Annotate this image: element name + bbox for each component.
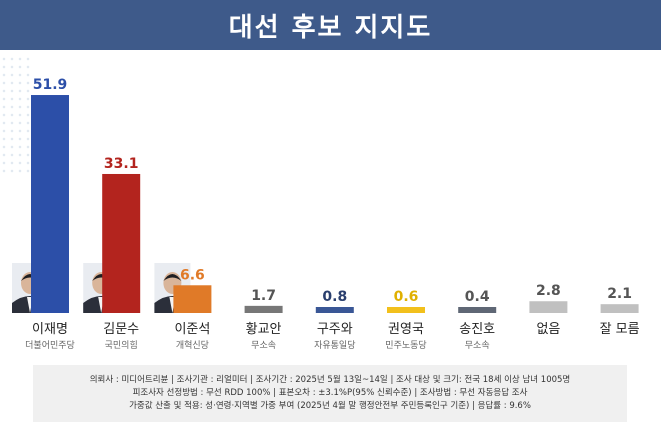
category-label: 없음 <box>536 322 560 337</box>
category-label: 이재명 <box>32 322 68 337</box>
header-bar: 대선 후보 지지도 <box>0 0 661 50</box>
bar-권영국 <box>387 307 425 313</box>
chart-title: 대선 후보 지지도 <box>228 12 433 43</box>
party-label: 무소속 <box>465 340 490 351</box>
background-dot-pattern <box>0 55 30 175</box>
value-label: 51.9 <box>33 77 68 93</box>
category-label: 황교안 <box>246 322 282 337</box>
bar-구주와 <box>315 307 354 313</box>
value-label: 0.4 <box>465 289 490 305</box>
value-label: 2.8 <box>536 283 561 299</box>
bar-이재명 <box>31 95 69 313</box>
value-label: 2.1 <box>607 286 632 302</box>
bar-잘 모름 <box>600 304 639 313</box>
value-label: 0.8 <box>322 289 347 305</box>
category-label: 김문수 <box>103 322 139 337</box>
party-label: 더불어민주당 <box>25 340 75 351</box>
footer-line-3: 가중값 산출 및 적용: 성·연령·지역별 가중 부여 (2025년 4월 말 … <box>129 401 531 411</box>
party-label: 무소속 <box>251 340 276 351</box>
value-label: 33.1 <box>104 156 139 172</box>
category-label: 송진호 <box>459 322 495 337</box>
value-label: 1.7 <box>251 288 276 304</box>
value-label: 6.6 <box>180 267 205 283</box>
footer-line-2: 피조사자 선정방법 : 무선 RDD 100% | 표본오차 : ±3.1%P(… <box>132 388 528 398</box>
value-label: 0.6 <box>394 289 419 305</box>
category-label: 구주와 <box>317 322 353 337</box>
party-label: 국민의힘 <box>105 340 138 351</box>
survey-info-footer: 의뢰사 : 미디어트리뷴 | 조사기관 : 리얼미터 | 조사기간 : 2025… <box>33 365 627 422</box>
bar-없음 <box>529 301 568 313</box>
category-label: 이준석 <box>174 322 210 337</box>
party-label: 민주노동당 <box>385 340 426 351</box>
bar-이준석 <box>173 285 212 313</box>
category-label: 권영국 <box>388 322 424 337</box>
party-label: 자유통일당 <box>314 340 355 351</box>
bar-송진호 <box>458 307 497 313</box>
category-label: 잘 모름 <box>600 322 640 337</box>
bar-황교안 <box>244 305 283 313</box>
footer-line-1: 의뢰사 : 미디어트리뷴 | 조사기관 : 리얼미터 | 조사기간 : 2025… <box>89 375 571 385</box>
bar-김문수 <box>102 173 141 313</box>
party-label: 개혁신당 <box>176 340 209 351</box>
